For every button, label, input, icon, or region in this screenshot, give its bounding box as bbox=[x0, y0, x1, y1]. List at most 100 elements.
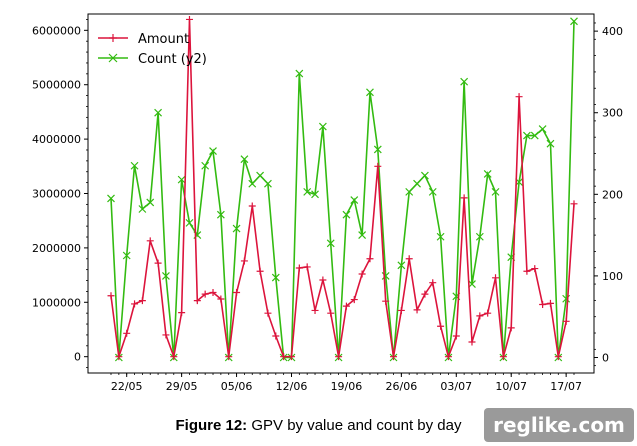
x-marker bbox=[326, 239, 335, 248]
x-marker bbox=[546, 139, 555, 148]
legend-entry: Amount bbox=[98, 32, 189, 47]
plus-marker bbox=[437, 322, 445, 330]
plus-marker bbox=[382, 297, 390, 305]
x-marker bbox=[428, 187, 437, 196]
x-marker bbox=[483, 169, 492, 178]
y-tick-label: 6000000 bbox=[32, 24, 81, 37]
y-axis-left: 0 1000000 2000000 3000000 4000000 5000000 6000… bbox=[32, 19, 88, 368]
plus-marker bbox=[225, 353, 233, 361]
plus-marker bbox=[123, 329, 131, 337]
plus-marker bbox=[405, 255, 413, 263]
plus-marker bbox=[492, 274, 500, 282]
x-marker bbox=[185, 218, 194, 227]
x-marker bbox=[248, 179, 257, 188]
plus-marker bbox=[523, 267, 531, 275]
plus-marker bbox=[170, 353, 178, 361]
plus-marker bbox=[515, 93, 523, 101]
x-marker bbox=[420, 171, 429, 180]
x-marker bbox=[342, 210, 351, 219]
plus-marker bbox=[342, 302, 350, 310]
plus-marker bbox=[374, 162, 382, 170]
x-marker bbox=[154, 108, 163, 117]
plus-marker bbox=[484, 309, 492, 317]
x-marker bbox=[146, 198, 155, 207]
plus-marker bbox=[499, 353, 507, 361]
x-marker bbox=[460, 77, 469, 86]
x-marker bbox=[475, 232, 484, 241]
plus-marker bbox=[452, 332, 460, 340]
series-count bbox=[107, 17, 578, 362]
plus-marker bbox=[217, 295, 225, 303]
plus-marker bbox=[413, 306, 421, 314]
y-tick-label: 2000000 bbox=[32, 242, 81, 255]
y-tick-label: 1000000 bbox=[32, 296, 81, 309]
y2-tick-label: 400 bbox=[602, 25, 623, 38]
x-marker bbox=[209, 147, 217, 155]
plus-marker bbox=[303, 263, 311, 271]
x-marker bbox=[405, 187, 414, 196]
y-tick-label: 3000000 bbox=[32, 188, 81, 201]
x-marker bbox=[397, 261, 406, 270]
plus-marker bbox=[350, 296, 358, 304]
watermark-logo: reglike.com bbox=[484, 408, 634, 442]
plus-marker bbox=[201, 290, 209, 298]
plus-marker bbox=[248, 202, 256, 210]
plus-marker bbox=[272, 332, 280, 340]
plus-marker bbox=[264, 309, 272, 317]
x-marker bbox=[162, 271, 170, 280]
plus-marker bbox=[287, 353, 295, 361]
plus-marker bbox=[311, 306, 319, 314]
x-marker bbox=[436, 232, 445, 241]
plus-marker bbox=[146, 237, 154, 245]
plus-marker bbox=[233, 288, 241, 296]
x-marker bbox=[538, 125, 547, 133]
x-marker bbox=[530, 131, 539, 140]
series-line bbox=[110, 19, 575, 360]
plus-marker bbox=[295, 264, 303, 272]
plus-marker bbox=[554, 353, 562, 361]
figure-caption: Figure 12: GPV by value and count by day bbox=[0, 417, 637, 434]
plus-marker bbox=[476, 312, 484, 320]
plus-marker bbox=[178, 309, 186, 317]
plus-marker bbox=[468, 338, 476, 346]
plus-marker bbox=[335, 353, 343, 361]
x-marker bbox=[177, 175, 186, 184]
plus-marker bbox=[444, 353, 452, 361]
x-marker bbox=[271, 273, 280, 282]
x-tick-label: 29/05 bbox=[166, 380, 198, 393]
x-marker bbox=[201, 161, 210, 170]
plus-marker bbox=[366, 255, 374, 263]
y2-tick-label: 200 bbox=[602, 188, 623, 201]
plus-marker bbox=[358, 270, 366, 278]
plus-marker bbox=[319, 276, 327, 284]
y2-tick-label: 0 bbox=[602, 351, 609, 364]
caption-prefix: Figure 12: bbox=[175, 417, 248, 434]
x-marker bbox=[366, 88, 374, 97]
legend-label: Count (y2) bbox=[138, 52, 207, 67]
x-marker bbox=[413, 179, 421, 188]
plus-marker bbox=[546, 299, 554, 307]
x-marker bbox=[373, 145, 382, 154]
y2-tick-label: 100 bbox=[602, 270, 623, 283]
plus-marker bbox=[570, 200, 578, 208]
x-marker bbox=[303, 187, 312, 196]
plus-marker bbox=[327, 309, 335, 317]
series-layer bbox=[107, 15, 578, 362]
x-marker bbox=[318, 122, 327, 131]
plus-marker bbox=[256, 267, 264, 275]
plus-marker bbox=[507, 324, 515, 332]
x-marker bbox=[264, 179, 272, 188]
plus-marker bbox=[531, 265, 539, 273]
legend-entry: Count (y2) bbox=[98, 52, 207, 67]
x-marker bbox=[130, 161, 139, 170]
chart: 0 1000000 2000000 3000000 4000000 5000000 6000… bbox=[32, 13, 623, 393]
plus-marker bbox=[280, 353, 288, 361]
plus-marker bbox=[185, 15, 193, 23]
x-axis: 22/05 29/05 05/06 12/06 19/06 26/06 03/07 10/07… bbox=[110, 373, 582, 393]
y-tick-label: 5000000 bbox=[32, 79, 81, 92]
plus-marker bbox=[138, 297, 146, 305]
plus-marker bbox=[131, 300, 139, 308]
y2-tick-label: 300 bbox=[602, 107, 623, 120]
plus-marker bbox=[115, 353, 123, 361]
x-marker bbox=[350, 196, 359, 204]
